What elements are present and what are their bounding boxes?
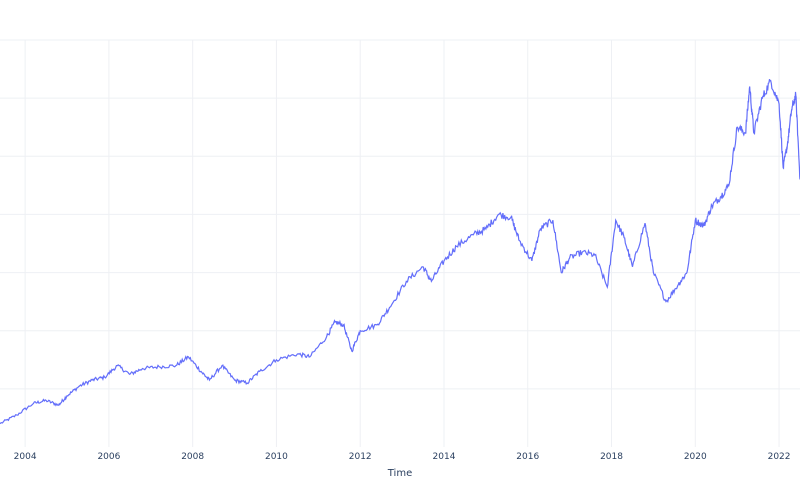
x-axis-title: Time [387,468,412,479]
x-tick-label: 2004 [14,452,37,462]
x-tick-label: 2020 [684,452,707,462]
x-tick-label: 2010 [265,452,288,462]
x-tick-label: 2022 [768,452,791,462]
gridlines [0,39,800,447]
x-tick-label: 2018 [600,452,623,462]
x-tick-label: 2012 [349,452,372,462]
plot-area [0,79,800,425]
series-line [0,79,800,425]
x-tick-label: 2014 [433,452,456,462]
x-tick-label: 2006 [97,452,120,462]
x-axis-ticks: 2004 2006 2008 2010 2012 2014 2016 2018 2020 2022 [14,452,791,462]
x-tick-label: 2008 [181,452,204,462]
x-tick-label: 2016 [516,452,539,462]
